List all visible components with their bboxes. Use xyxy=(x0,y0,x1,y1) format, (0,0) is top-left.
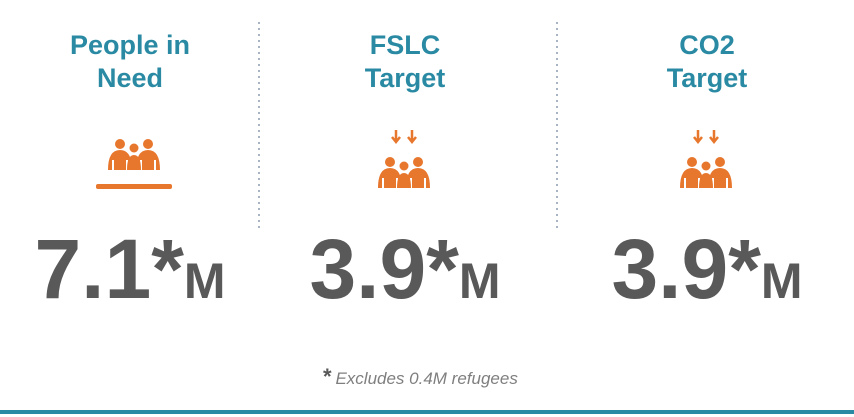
footnote-text: Excludes 0.4M refugees xyxy=(335,369,518,388)
value-unit: M xyxy=(459,253,501,309)
panel-title: People in xyxy=(70,30,190,60)
bottom-rule xyxy=(0,410,854,414)
target-icon xyxy=(378,128,430,188)
footnote: * Excludes 0.4M refugees xyxy=(322,364,518,389)
value-number: 7.1* xyxy=(34,222,184,316)
panel-value: 3.9*M xyxy=(611,222,802,316)
value-number: 3.9* xyxy=(309,222,459,316)
panel-title: Target xyxy=(365,63,446,93)
panel-title: Need xyxy=(97,63,163,93)
footnote-mark: * xyxy=(322,364,332,389)
people-icon xyxy=(96,139,172,189)
value-unit: M xyxy=(761,253,803,309)
panel-value: 3.9*M xyxy=(309,222,500,316)
target-icon xyxy=(680,128,732,188)
panel-title: FSLC xyxy=(370,30,441,60)
panel-title: Target xyxy=(667,63,748,93)
value-unit: M xyxy=(184,253,226,309)
panel-value: 7.1*M xyxy=(34,222,225,316)
value-number: 3.9* xyxy=(611,222,761,316)
panel-title: CO2 xyxy=(679,30,735,60)
